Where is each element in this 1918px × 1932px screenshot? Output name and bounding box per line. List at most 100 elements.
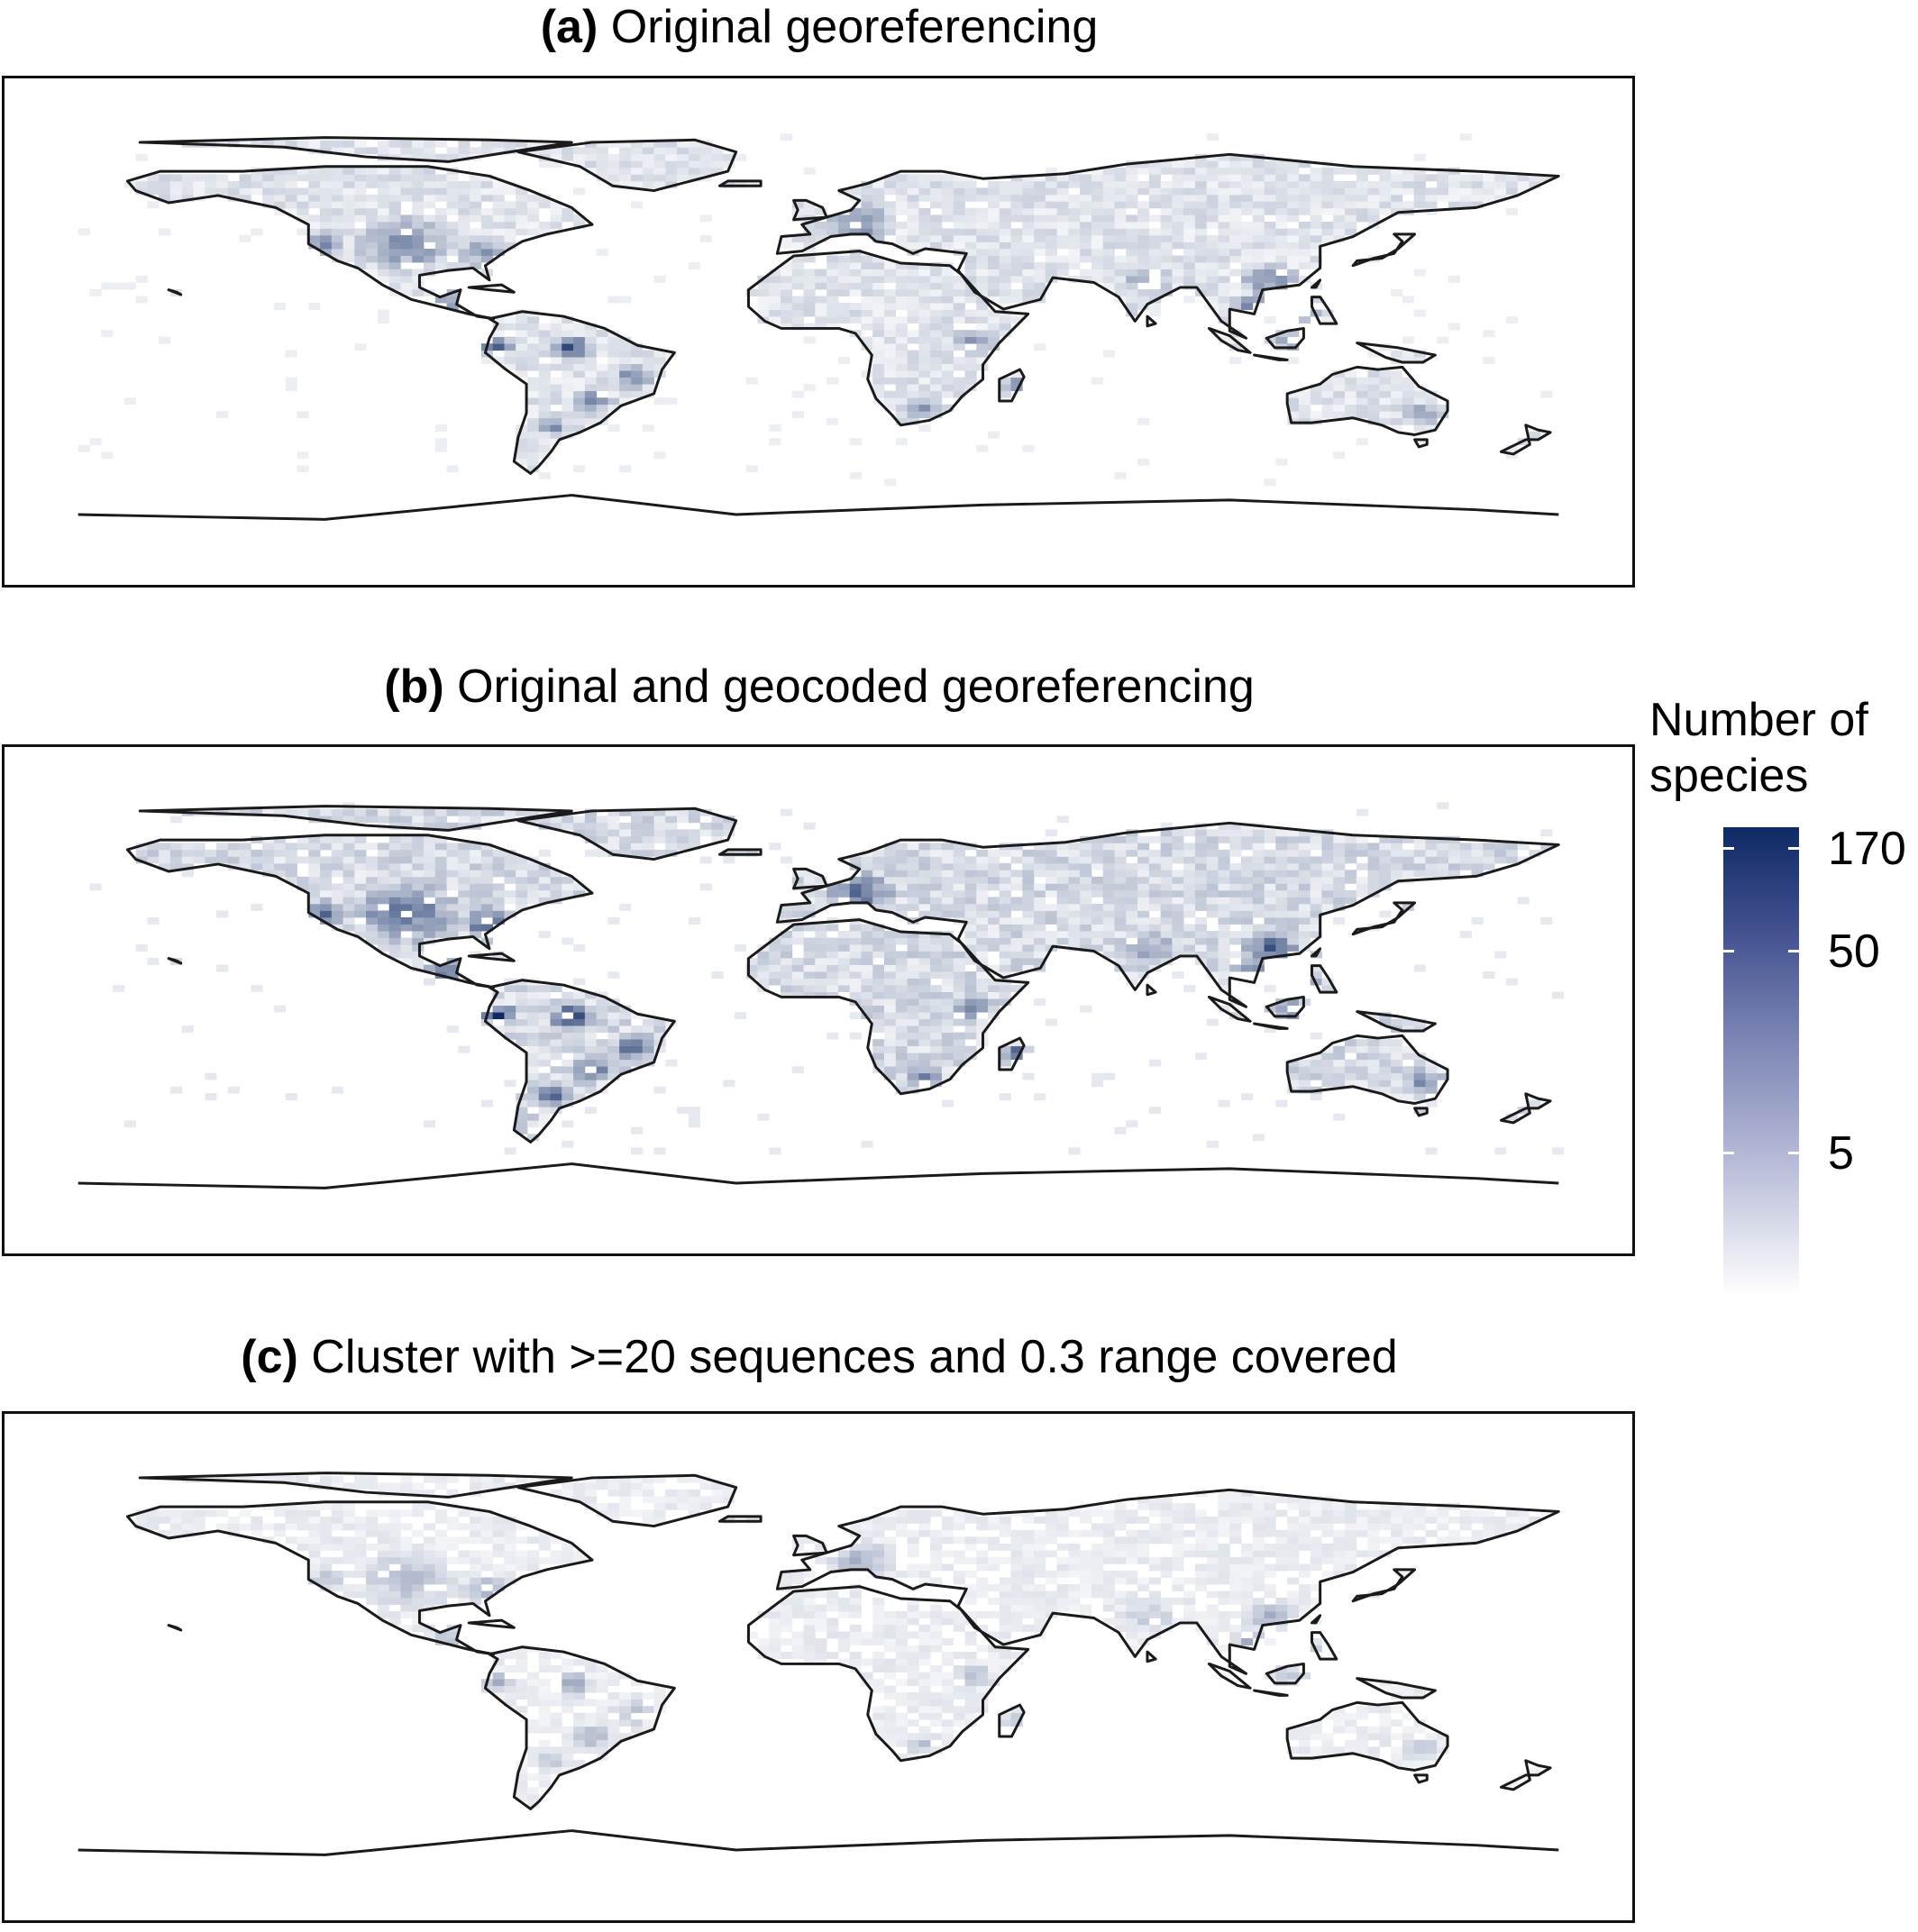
heat-cell (159, 849, 171, 857)
heat-cell (1056, 180, 1069, 188)
heat-cell (1068, 180, 1081, 188)
heat-cell (918, 411, 931, 419)
heat-cell (883, 1045, 897, 1053)
heat-cell (953, 1652, 965, 1659)
heat-cell (711, 1482, 724, 1490)
heat-cell (412, 255, 425, 263)
heat-cell (400, 862, 413, 870)
heat-cell (262, 849, 275, 857)
heat-cell (1218, 316, 1230, 324)
heat-cell (907, 377, 919, 385)
heat-cell (550, 1045, 562, 1053)
heat-cell (400, 1583, 413, 1591)
heat-cell (1102, 910, 1115, 918)
heat-cell (550, 377, 562, 385)
heat-cell (827, 275, 839, 283)
heat-cell (480, 255, 493, 263)
heat-cell (1010, 296, 1023, 304)
heat-cell (480, 1523, 493, 1531)
heat-cell (342, 207, 355, 215)
heat-cell (526, 1080, 540, 1088)
heat-cell (366, 1570, 379, 1578)
heat-cell (665, 153, 678, 161)
heat-cell (1483, 174, 1495, 182)
heat-cell (872, 330, 885, 338)
heat-cell (412, 275, 425, 283)
heat-cell (550, 1665, 562, 1673)
heat-cell (262, 808, 275, 816)
heat-cell (1391, 870, 1403, 878)
heat-cell (400, 1489, 413, 1497)
heat-cell (562, 1760, 574, 1768)
heat-cell (550, 221, 562, 229)
heat-cell (562, 1543, 574, 1551)
heat-cell (354, 255, 367, 263)
heat-cell (504, 985, 516, 992)
heat-cell (883, 903, 897, 911)
heat-cell (630, 1039, 644, 1047)
heat-cell (1437, 870, 1449, 878)
heat-cell (861, 897, 873, 905)
heat-cell (630, 140, 644, 148)
heat-cell (446, 296, 459, 304)
heat-cell (1345, 1072, 1357, 1080)
heat-cell (895, 897, 908, 905)
heat-cell (653, 397, 666, 406)
heat-cell (619, 343, 632, 351)
heat-cell (526, 1800, 540, 1809)
heat-cell (516, 214, 528, 223)
heat-cell (918, 309, 931, 317)
heat-cell (342, 1536, 355, 1545)
heat-cell (907, 1536, 919, 1545)
heat-cell (619, 1025, 632, 1034)
heat-cell (1080, 194, 1092, 202)
heat-cell (653, 816, 666, 824)
heat-cell (827, 262, 839, 269)
heat-cell (354, 883, 367, 891)
heat-cell (388, 147, 401, 155)
heat-cell (400, 1563, 413, 1572)
heat-cell (1137, 221, 1150, 229)
heat-cell (1160, 856, 1173, 864)
heat-cell (1045, 931, 1058, 938)
heat-cell (1402, 417, 1415, 425)
heat-cell (526, 889, 540, 898)
heat-cell (434, 1543, 447, 1551)
heat-cell (273, 201, 287, 209)
heat-cell (895, 1523, 908, 1531)
heat-cell (480, 843, 493, 851)
heat-cell (907, 998, 919, 1007)
heat-cell (861, 262, 873, 269)
heat-cell (1356, 187, 1368, 196)
heat-cell (354, 1563, 367, 1572)
heat-cell (377, 194, 390, 202)
heat-cell (113, 282, 125, 290)
heat-cell (653, 350, 666, 358)
heat-cell (1022, 849, 1035, 857)
heat-cell (907, 1516, 919, 1524)
heat-cell (976, 1025, 989, 1034)
heat-cell (1356, 167, 1368, 175)
heat-cell (918, 207, 931, 215)
heat-cell (377, 1610, 390, 1618)
heat-cell (423, 931, 436, 938)
heat-cell (434, 910, 447, 918)
heat-cell (573, 1072, 586, 1080)
heat-cell (953, 201, 965, 209)
heat-cell (953, 862, 965, 870)
heat-cell (791, 390, 804, 398)
heat-cell (930, 1025, 943, 1034)
heat-cell (504, 207, 516, 215)
heat-cell (907, 1658, 919, 1666)
heat-cell (619, 1045, 632, 1053)
heat-cell (1333, 1066, 1346, 1074)
heat-cell (1148, 937, 1162, 945)
heat-cell (815, 971, 827, 979)
heat-cell (861, 303, 873, 310)
heat-cell (999, 282, 1011, 290)
heat-cell (538, 1753, 551, 1761)
coastline-path (467, 283, 516, 294)
heat-cell (550, 397, 562, 406)
heat-cell (492, 316, 505, 324)
heat-cell (665, 147, 678, 155)
